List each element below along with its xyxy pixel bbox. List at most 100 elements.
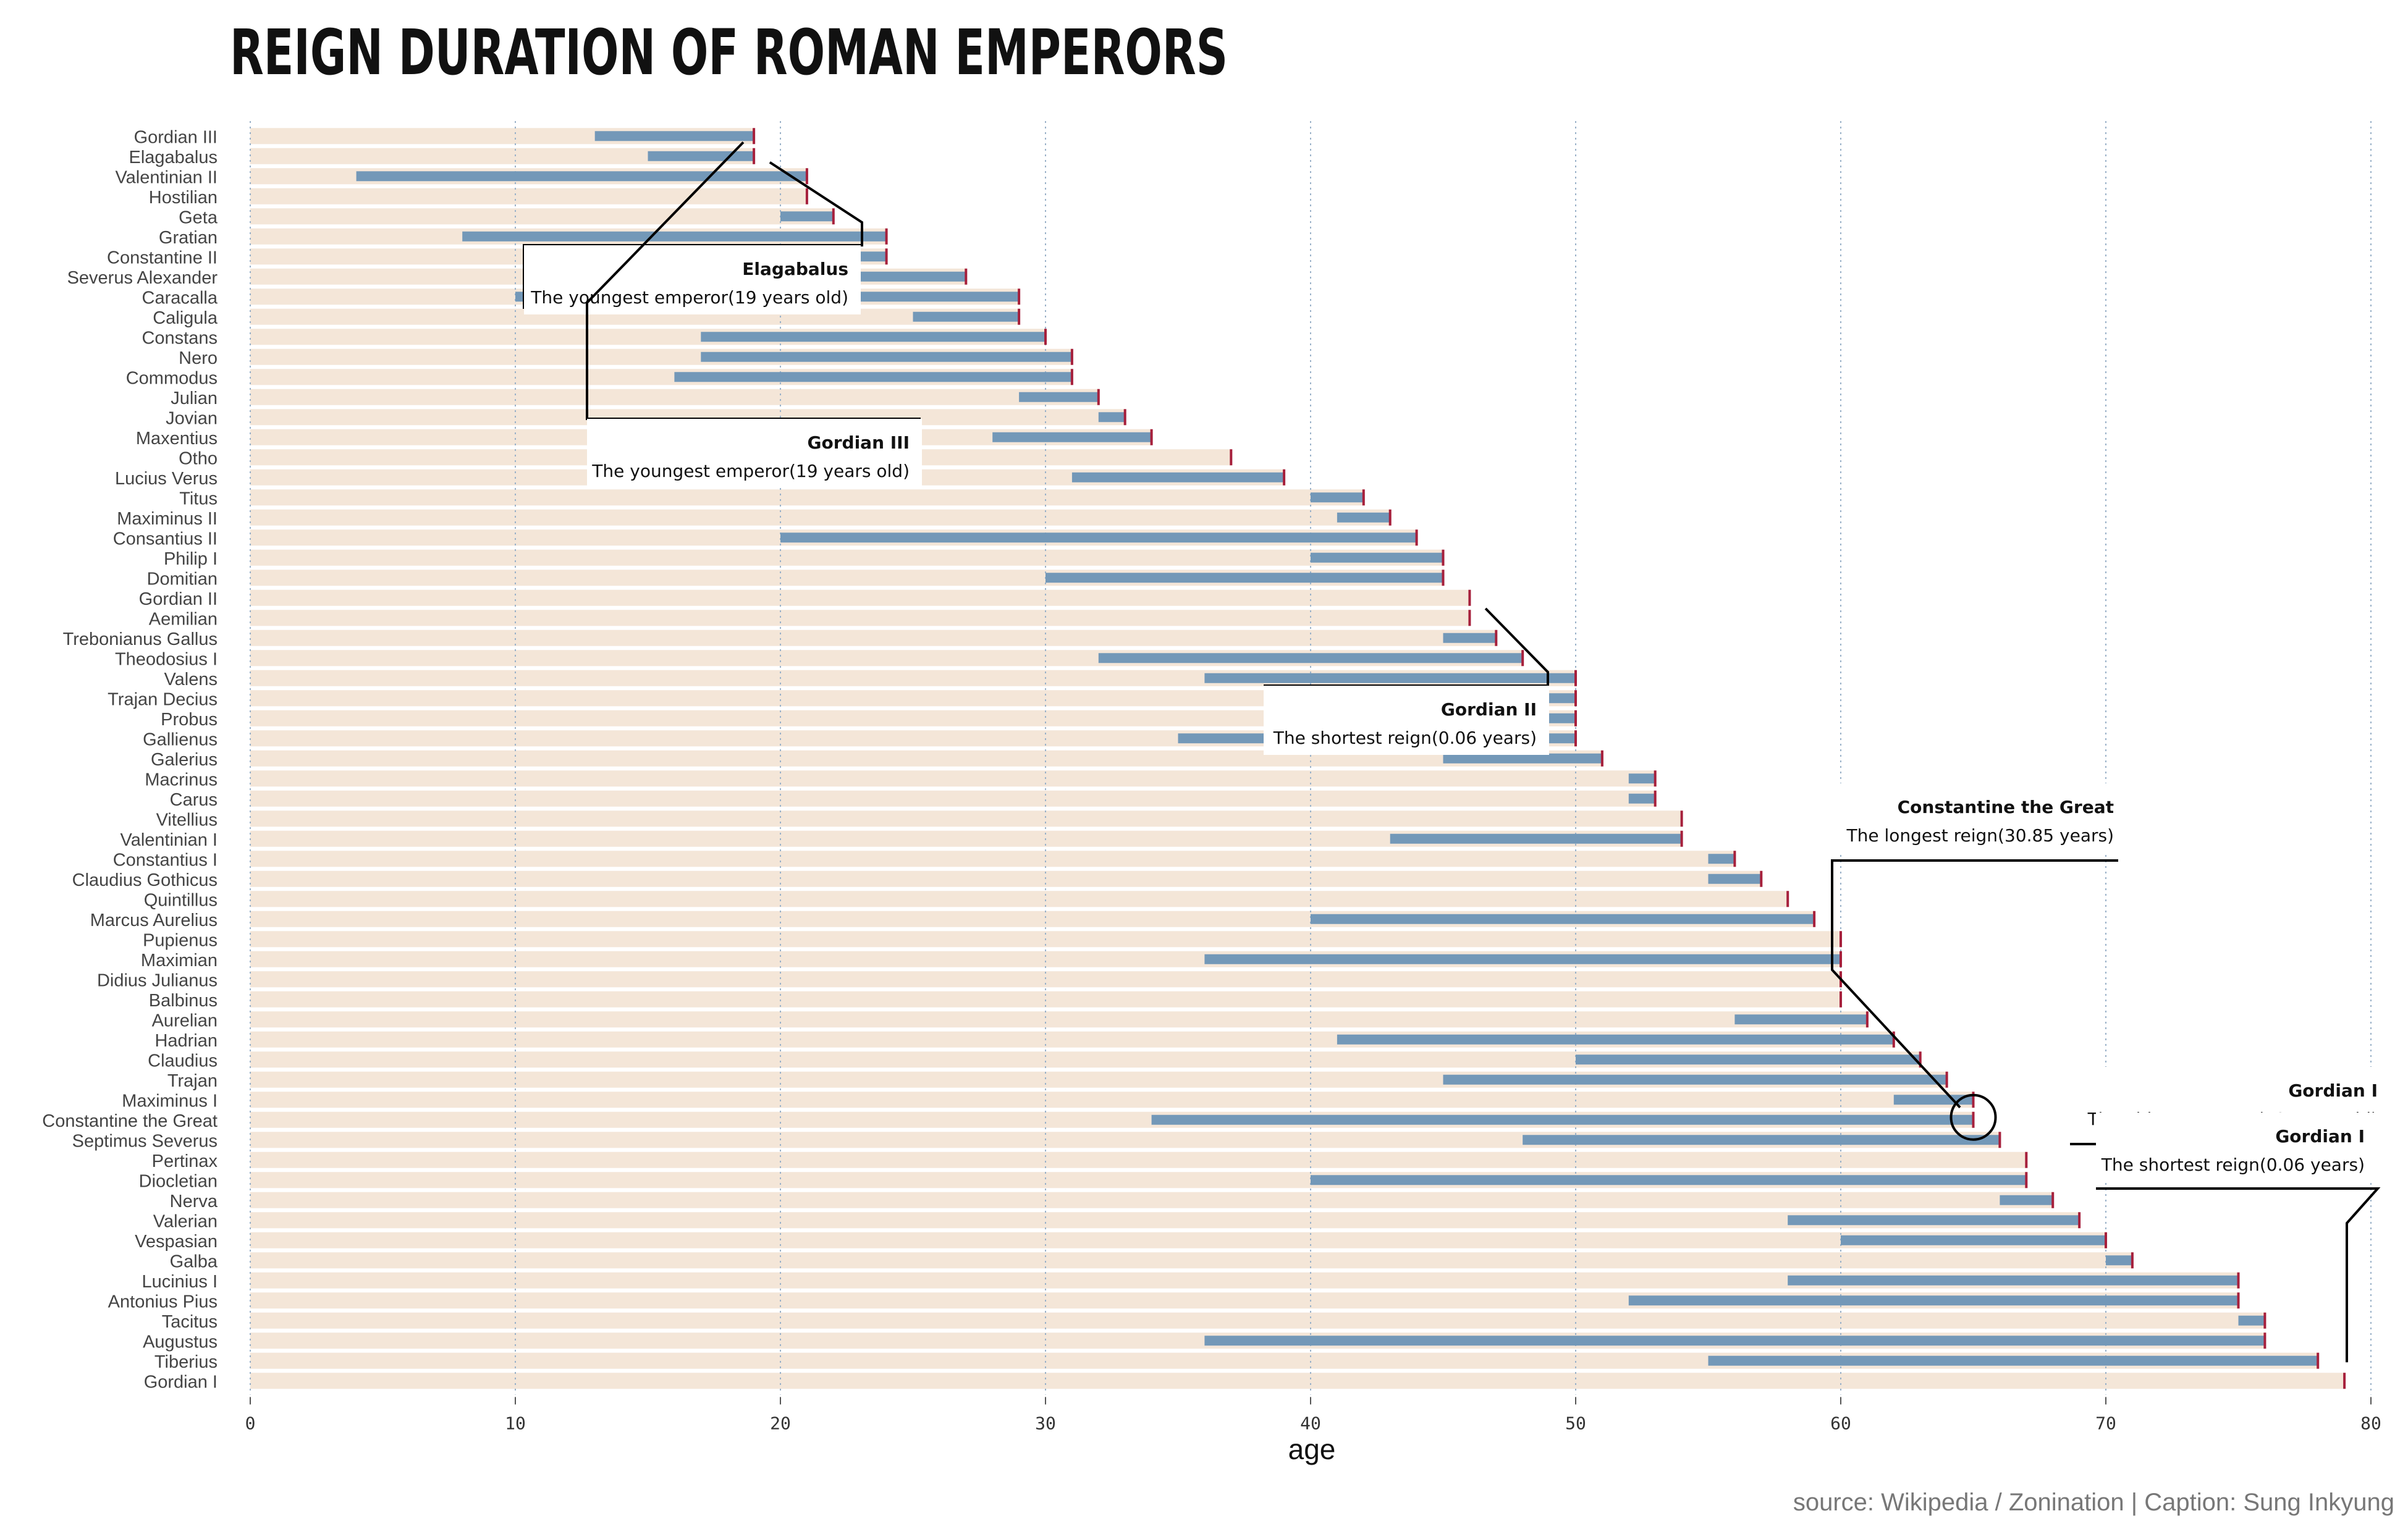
- reign-bar: [780, 211, 834, 222]
- reign-bar: [1204, 673, 1576, 683]
- chart-title: REIGN DURATION OF ROMAN EMPERORS: [230, 16, 1228, 90]
- annotation-box: [587, 419, 922, 488]
- emperor-label: Claudius: [148, 1051, 218, 1071]
- reign-bar: [1204, 1336, 2265, 1346]
- annotation-box: [1822, 783, 2123, 852]
- row-band: [250, 851, 1735, 867]
- highlight-circle: [1950, 1093, 1997, 1141]
- reign-bar: [1841, 1235, 2106, 1245]
- emperor-label: Nero: [179, 348, 218, 368]
- row-band: [250, 1312, 2265, 1329]
- reign-bar: [1390, 833, 1682, 844]
- emperor-label: Maximinus II: [117, 509, 218, 529]
- emperor-label: Constans: [142, 328, 218, 348]
- row-band: [250, 509, 1390, 526]
- emperor-label: Julian: [171, 389, 218, 408]
- reign-bars: [356, 128, 2346, 1389]
- emperor-label: Caracalla: [142, 288, 218, 308]
- reign-bar: [1204, 954, 1841, 964]
- reign-bar: [1893, 1095, 1974, 1105]
- x-tick-label: 10: [505, 1413, 526, 1434]
- emperor-label: Jovian: [166, 408, 218, 428]
- annotation-text: The shortest reign(0.06 years): [1273, 728, 1537, 748]
- emperor-label: Titus: [179, 489, 218, 508]
- reign-bar: [1628, 773, 1655, 784]
- emperor-label: Gallienus: [143, 730, 218, 749]
- reign-bar: [1337, 1034, 1894, 1045]
- reign-bar: [1708, 854, 1735, 864]
- annotation-box: [2096, 1113, 2377, 1182]
- emperor-label: Philip I: [164, 549, 218, 569]
- emperor-label: Theodosius I: [115, 649, 218, 669]
- row-band: [250, 770, 1655, 787]
- emperor-label: Valentinian II: [115, 167, 218, 187]
- reign-bar: [1523, 1135, 2000, 1145]
- reign-bar: [701, 351, 1072, 362]
- reign-bar: [780, 532, 1417, 543]
- emperor-label: Trajan: [167, 1071, 218, 1091]
- row-band: [250, 489, 1364, 506]
- row-band: [250, 991, 1841, 1008]
- row-band: [250, 870, 1762, 887]
- reign-bar: [1311, 1175, 2027, 1185]
- reign-bar: [594, 131, 754, 141]
- emperor-label: Tacitus: [162, 1312, 218, 1332]
- emperor-label: Galba: [170, 1252, 218, 1271]
- reign-bar: [2000, 1195, 2053, 1205]
- row-band: [250, 610, 1470, 626]
- x-tick-label: 40: [1300, 1413, 1321, 1434]
- reign-bar: [860, 251, 887, 262]
- row-band: [250, 1011, 1867, 1028]
- emperor-label: Diocletian: [139, 1171, 218, 1191]
- reign-bar: [1151, 1114, 1974, 1125]
- x-tick-label: 30: [1035, 1413, 1056, 1434]
- x-tick-label: 50: [1565, 1413, 1586, 1434]
- emperor-label: Quintillus: [144, 890, 218, 910]
- emperor-label: Aurelian: [152, 1011, 218, 1030]
- row-band: [250, 1252, 2132, 1269]
- row-band: [250, 1212, 2080, 1229]
- emperor-label: Marcus Aurelius: [90, 911, 218, 930]
- annotation-text: The youngest emperor(19 years old): [591, 461, 910, 481]
- row-band: [250, 389, 1099, 405]
- emperor-label: Constantine the Great: [42, 1111, 218, 1131]
- reign-bar: [1098, 412, 1125, 423]
- emperor-label: Geta: [179, 208, 218, 227]
- reign-bar: [913, 311, 1020, 322]
- reign-bar: [2106, 1255, 2132, 1266]
- x-axis: 0 10 20 30 40 50 60 70 80: [245, 1397, 2381, 1434]
- reign-bar: [674, 372, 1072, 382]
- reign-bar: [1311, 552, 1443, 563]
- annotation-leader: [2096, 1187, 2381, 1363]
- emperor-label: Hostilian: [149, 188, 218, 208]
- emperor-label: Nerva: [170, 1192, 218, 1211]
- emperor-label: Maxentius: [136, 429, 218, 448]
- x-tick-label: 70: [2095, 1413, 2116, 1434]
- emperor-label: Antonius Pius: [108, 1292, 218, 1311]
- reign-bar: [1734, 1014, 1867, 1025]
- annotations: Elagabalus The youngest emperor(19 years …: [523, 141, 2396, 1363]
- row-band: [250, 589, 1470, 606]
- row-band: [250, 891, 1788, 907]
- x-tick-label: 20: [770, 1413, 791, 1434]
- emperor-label: Valentinian I: [120, 830, 218, 850]
- annotation-title: Gordian III: [808, 432, 910, 453]
- emperor-label: Gordian III: [134, 127, 218, 147]
- annotation-text: The longest reign(30.85 years): [1846, 825, 2114, 846]
- emperor-label: Lucinius I: [142, 1272, 218, 1292]
- emperor-label: Hadrian: [154, 1031, 218, 1051]
- reign-bar: [1337, 512, 1390, 523]
- reign-bar: [1708, 1355, 2318, 1366]
- row-band: [250, 790, 1655, 807]
- reign-bar: [2238, 1315, 2265, 1326]
- annotation-title: Gordian I: [2288, 1080, 2378, 1101]
- emperor-label: Aemilian: [149, 609, 218, 629]
- reign-bar: [1311, 492, 1364, 503]
- annotation-title: Elagabalus: [742, 259, 848, 279]
- emperor-label: Elagabalus: [129, 148, 218, 167]
- annotation-leader: [1831, 859, 2118, 1109]
- row-band: [250, 1092, 1974, 1108]
- emperor-label: Vespasian: [135, 1232, 218, 1252]
- reign-bar: [1311, 914, 1815, 924]
